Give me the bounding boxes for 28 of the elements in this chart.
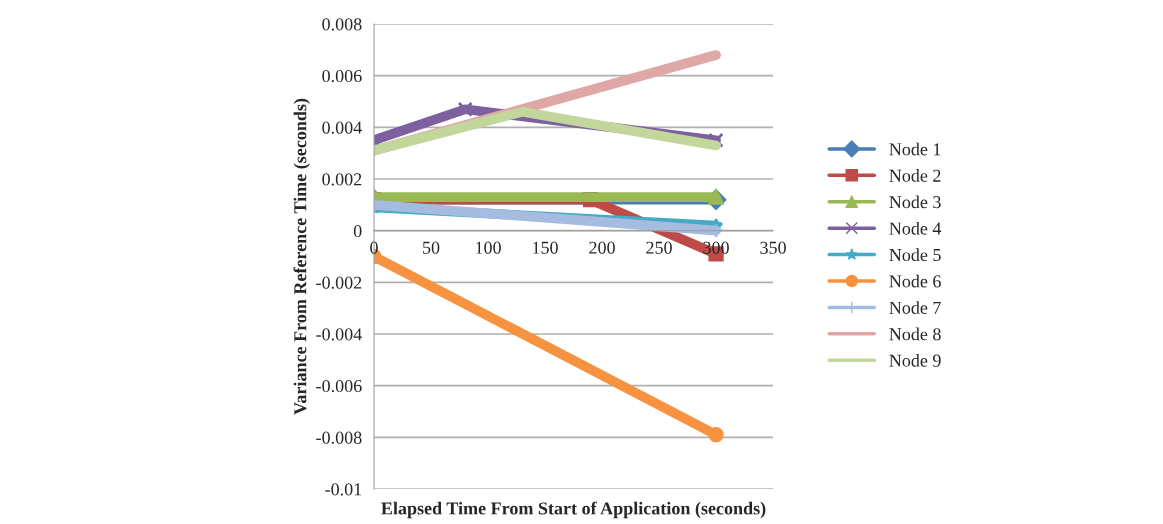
x-tick-label: 250 [646,241,672,254]
legend-label: Node 8 [889,327,941,341]
y-tick-label: 0.004 [322,121,362,134]
x-axis-title: Elapsed Time From Start of Application (seconds) [381,501,766,519]
legend-label: Node 4 [889,221,942,235]
y-tick-label: -0.01 [325,483,362,496]
x-tick-label: 50 [423,241,440,254]
x-tick-label: 150 [533,241,558,254]
y-tick-label: -0.002 [316,276,362,289]
legend-label: Node 7 [889,301,941,314]
x-tick-label: 200 [589,241,615,254]
y-axis-title: Variance From Reference Time (seconds) [293,98,311,415]
y-tick-label: -0.006 [316,379,362,393]
legend-label: Node 9 [889,354,941,367]
legend-label: Node 2 [889,169,941,182]
legend-label: Node 3 [889,195,941,209]
y-tick-label: 0.008 [322,18,362,31]
x-tick-label: 0 [370,241,378,254]
y-tick-label: -0.004 [316,328,362,341]
y-tick-label: 0.006 [322,69,362,83]
x-tick-label: 350 [760,241,786,254]
y-tick-label: 0.002 [322,173,362,186]
x-tick-label: 100 [476,241,501,254]
legend-label: Node 5 [889,248,941,262]
legend-label: Node 6 [889,274,941,288]
legend-label: Node 1 [889,142,941,156]
y-tick-label: 0 [353,224,362,238]
y-tick-label: -0.008 [316,431,362,444]
